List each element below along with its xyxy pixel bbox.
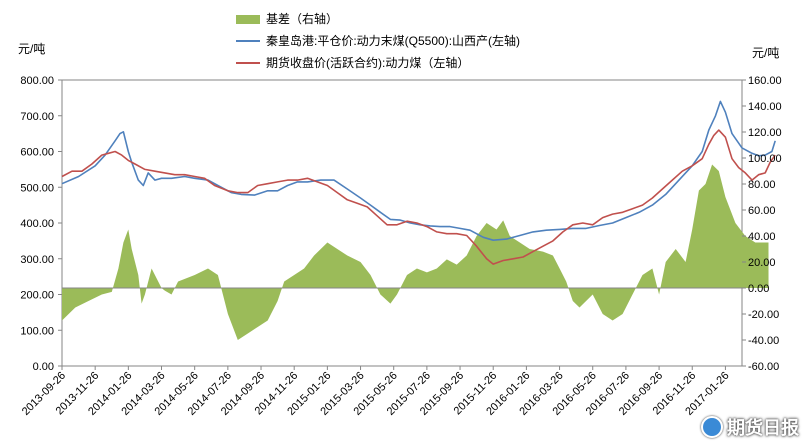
legend-label-futures: 期货收盘价(活跃合约):动力煤（左轴） [266,56,470,70]
right-axis-tick-label: -20.00 [748,309,779,321]
series-line-futures-price [61,129,776,265]
basis-area-layer [62,164,769,340]
right-axis-tick-label: 20.00 [748,257,776,269]
legend-item-futures: 期货收盘价(活跃合约):动力煤（左轴） [236,52,520,74]
left-axis-tick-label: 0.00 [33,361,54,373]
legend-swatch-futures [236,62,260,64]
right-axis-tick-label: -60.00 [748,361,779,373]
left-axis-tick-label: 500.00 [20,182,54,194]
legend-item-basis: 基差（右轴） [236,8,520,30]
right-axis-tick-label: -40.00 [748,335,779,347]
legend-swatch-basis [236,14,260,24]
right-axis-tick-label: 160.00 [748,75,782,87]
left-axis-tick-label: 300.00 [20,254,54,266]
right-axis-tick-label: 140.00 [748,101,782,113]
left-axis-tick-label: 600.00 [20,147,54,159]
right-axis-tick-label: 60.00 [748,205,776,217]
right-axis-tick-label: 120.00 [748,127,782,139]
right-axis-tick-label: 0.00 [748,283,769,295]
left-axis-tick-label: 400.00 [20,218,54,230]
series-area-basis [62,164,769,340]
right-axis-tick-label: 80.00 [748,179,776,191]
legend-item-spot: 秦皇岛港:平仓价:动力末煤(Q5500):山西产(左轴) [236,30,520,52]
right-axis-tick-label: 40.00 [748,231,776,243]
left-axis-tick-label: 700.00 [20,111,54,123]
left-axis-tick-label: 100.00 [20,325,54,337]
legend-swatch-spot [236,40,260,42]
legend-label-basis: 基差（右轴） [266,12,339,26]
watermark-text: 期货日报 [727,418,799,438]
line-layer [61,100,776,265]
right-axis-unit: 元/吨 [752,46,780,60]
left-axis-tick-label: 800.00 [20,75,54,87]
left-axis-tick-label: 200.00 [20,290,54,302]
series-line-spot-price [61,100,776,241]
right-axis-tick-label: 100.00 [748,153,782,165]
watermark: 期货日报 [701,414,799,440]
watermark-logo-icon [701,416,723,438]
legend-label-spot: 秦皇岛港:平仓价:动力末煤(Q5500):山西产(左轴) [266,34,521,48]
left-axis-unit: 元/吨 [18,42,46,56]
legend: 基差（右轴） 秦皇岛港:平仓价:动力末煤(Q5500):山西产(左轴) 期货收盘… [236,8,520,74]
